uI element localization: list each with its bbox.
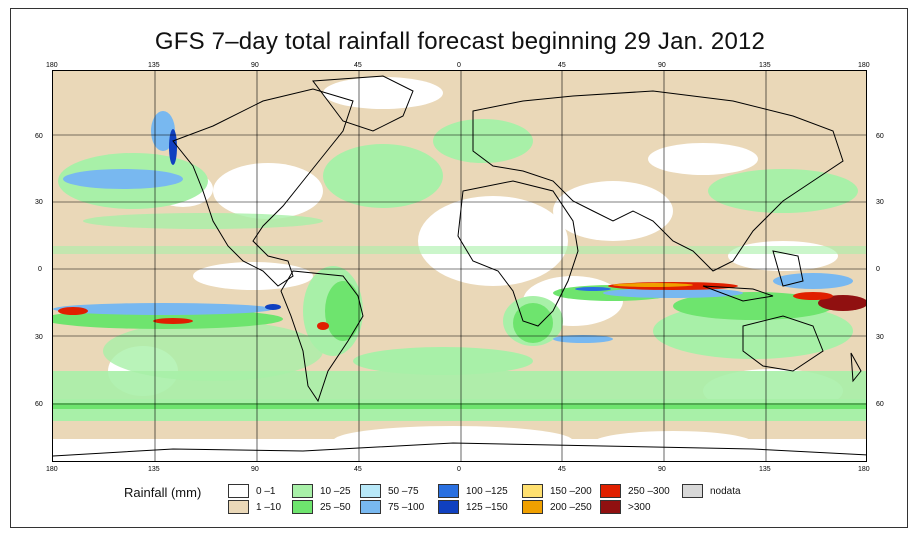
left-tick: 60 (35, 133, 43, 140)
top-tick: 45 (354, 62, 362, 69)
bottom-tick: 180 (858, 466, 870, 473)
right-tick: 60 (876, 401, 884, 408)
legend-label: 125 –150 (466, 502, 508, 513)
legend-label: 75 –100 (388, 502, 425, 513)
legend-label: 50 –75 (388, 486, 419, 497)
legend-swatch (682, 484, 703, 498)
top-tick: 90 (658, 62, 666, 69)
top-tick: 180 (46, 62, 58, 69)
legend-label: 200 –250 (550, 502, 592, 513)
legend-label: >300 (628, 502, 651, 513)
left-tick: 30 (35, 199, 43, 206)
top-tick: 45 (558, 62, 566, 69)
legend-swatch (438, 484, 459, 498)
legend-swatch (292, 484, 313, 498)
legend-swatch (228, 500, 249, 514)
top-tick: 180 (858, 62, 870, 69)
legend-label: 0 –1 (256, 486, 276, 497)
legend-swatch (600, 500, 621, 514)
left-tick: 60 (35, 401, 43, 408)
heavy-rain-bands (53, 111, 853, 343)
legend-swatch (228, 484, 249, 498)
legend-label: 1 –10 (256, 502, 282, 513)
legend-swatch (600, 484, 621, 498)
bottom-tick: 45 (558, 466, 566, 473)
bottom-tick: 90 (251, 466, 259, 473)
right-tick: 60 (876, 133, 884, 140)
left-tick: 30 (35, 334, 43, 341)
right-tick: 0 (876, 266, 880, 273)
legend-swatch (360, 500, 381, 514)
bottom-tick: 135 (148, 466, 160, 473)
legend-label: 25 –50 (320, 502, 351, 513)
top-tick: 135 (148, 62, 160, 69)
bottom-tick: 90 (658, 466, 666, 473)
legend-swatch (522, 484, 543, 498)
continent-outlines (53, 75, 866, 457)
bottom-tick: 0 (457, 466, 461, 473)
legend-swatch (292, 500, 313, 514)
bottom-tick: 135 (759, 466, 771, 473)
legend-swatch (360, 484, 381, 498)
extreme-rain-cores (58, 129, 866, 330)
map-title: GFS 7–day total rainfall forecast beginn… (154, 28, 766, 55)
legend-label: 150 –200 (550, 486, 592, 497)
left-tick: 0 (38, 266, 42, 273)
graticule (53, 71, 866, 461)
top-tick: 0 (457, 62, 461, 69)
rainfall-map (52, 70, 867, 462)
legend-title: Rainfall (mm) (124, 485, 202, 500)
bottom-tick: 45 (354, 466, 362, 473)
bottom-tick: 180 (46, 466, 58, 473)
legend-label: 250 –300 (628, 486, 670, 497)
legend-swatch (522, 500, 543, 514)
right-tick: 30 (876, 199, 884, 206)
top-tick: 90 (251, 62, 259, 69)
legend-label: 10 –25 (320, 486, 351, 497)
legend-label: 100 –125 (466, 486, 508, 497)
right-tick: 30 (876, 334, 884, 341)
rainfall-map-canvas (53, 71, 866, 461)
legend-label: nodata (710, 486, 741, 497)
legend-swatch (438, 500, 459, 514)
rainfall-legend: Rainfall (mm) 0 –1 1 –10 10 –25 25 –50 5… (124, 482, 764, 522)
top-tick: 135 (759, 62, 771, 69)
figure-frame (10, 8, 908, 528)
